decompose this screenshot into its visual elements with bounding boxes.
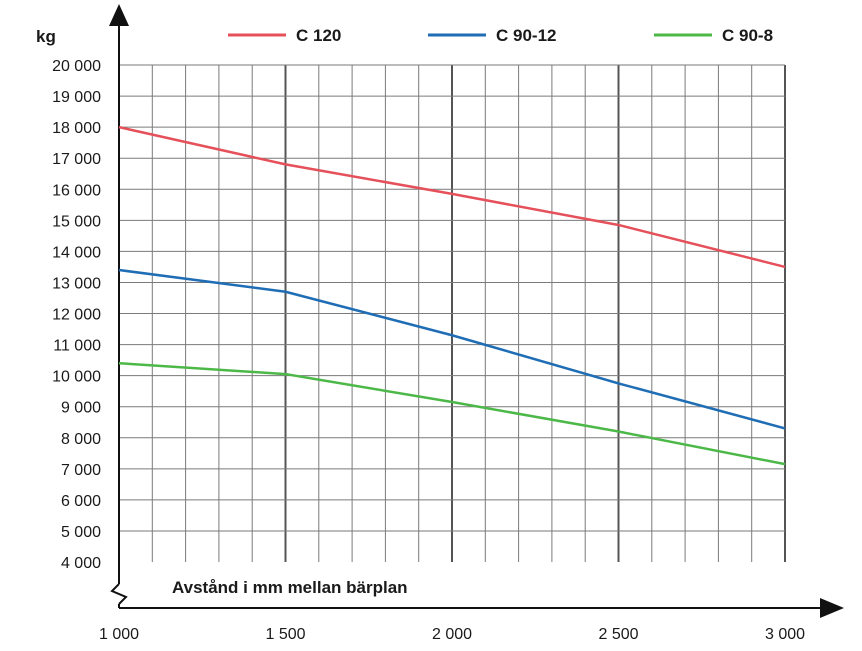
series-line	[118, 125, 786, 269]
y-tick-label: 8 000	[61, 431, 101, 448]
axis-break-icon	[110, 583, 128, 605]
grid	[119, 64, 786, 562]
y-tick-label: 17 000	[52, 151, 101, 168]
y-tick-label: 5 000	[61, 524, 101, 541]
series-lines	[118, 125, 786, 466]
y-tick-label: 11 000	[53, 338, 101, 355]
y-tick-label: 12 000	[52, 307, 101, 324]
y-tick-label: 15 000	[52, 213, 101, 230]
x-axis-arrow	[820, 598, 844, 618]
x-tick-label: 3 000	[765, 626, 805, 643]
y-tick-label: 14 000	[52, 244, 101, 261]
y-axis-title: kg	[36, 27, 56, 46]
x-tick-label: 1 000	[99, 626, 139, 643]
y-tick-label: 19 000	[52, 89, 101, 106]
legend: C 120 C 90-12 C 90-8	[228, 26, 773, 45]
y-tick-label: 16 000	[52, 182, 101, 199]
y-tick-label: 20 000	[52, 58, 101, 75]
x-tick-label: 2 000	[432, 626, 472, 643]
legend-label: C 90-8	[722, 26, 773, 45]
y-tick-label: 13 000	[52, 275, 101, 292]
y-tick-label: 7 000	[61, 462, 101, 479]
legend-label: C 120	[296, 26, 341, 45]
y-tick-label: 10 000	[52, 369, 101, 386]
x-tick-label: 2 500	[598, 626, 638, 643]
y-tick-label: 4 000	[61, 555, 101, 572]
y-axis-arrow	[109, 4, 129, 26]
y-tick-label: 6 000	[61, 493, 101, 510]
axes	[109, 4, 844, 618]
series-line	[118, 361, 786, 466]
x-tick-label: 1 500	[265, 626, 305, 643]
tick-labels: 4 000 5 000 6 000 7 000 8 000 9 000 10 000 11 0…	[52, 58, 805, 643]
legend-label: C 90-12	[496, 26, 556, 45]
y-tick-label: 9 000	[61, 400, 101, 417]
x-axis-title: Avstånd i mm mellan bärplan	[172, 578, 408, 597]
y-tick-label: 18 000	[52, 120, 101, 137]
series-line	[118, 268, 786, 430]
